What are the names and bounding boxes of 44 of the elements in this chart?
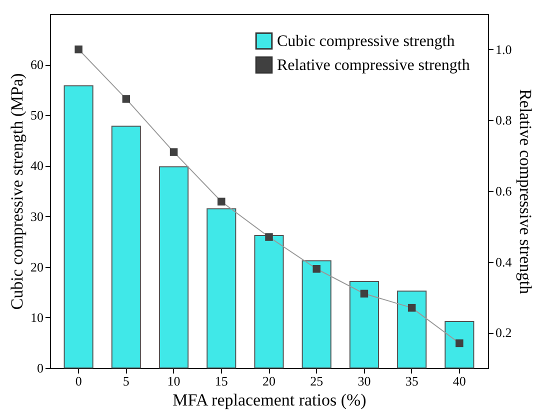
y2-axis-title: Relative compressive strength <box>516 89 535 294</box>
point <box>218 198 226 206</box>
bar <box>397 290 427 368</box>
bar <box>159 166 189 368</box>
x-tick-label: 0 <box>75 374 82 388</box>
x-tick-label: 5 <box>122 374 130 388</box>
x-tick-label: 15 <box>214 374 228 388</box>
x-tick-label: 10 <box>167 374 180 388</box>
y-tick-label: 10 <box>30 310 44 325</box>
bar <box>111 126 141 368</box>
x-axis-title: MFA replacement ratios (%) <box>172 390 366 410</box>
y-tick-label: 50 <box>30 108 44 123</box>
y-tick-label: 20 <box>30 259 44 274</box>
legend-label: Cubic compressive strength <box>277 33 455 50</box>
bar <box>64 85 94 368</box>
x-tick-label: 20 <box>262 374 276 388</box>
bar <box>254 235 284 368</box>
legend-label: Relative compressive strength <box>277 57 470 74</box>
point <box>122 95 130 103</box>
point <box>74 46 82 54</box>
y-tick-label: 60 <box>30 57 44 72</box>
point <box>265 233 273 241</box>
y-tick-label: 40 <box>30 158 44 174</box>
bar <box>206 208 236 368</box>
y2-tick-label: 1.0 <box>496 42 512 57</box>
y-tick-label: 0 <box>37 360 44 376</box>
x-tick-label: 40 <box>452 374 466 388</box>
bar <box>444 320 474 368</box>
y2-tick-label: 0.8 <box>496 112 512 128</box>
y2-tick-label: 0.4 <box>496 254 512 270</box>
point <box>170 148 178 156</box>
x-tick-label: 35 <box>405 374 418 388</box>
y-axis-title: Cubic compressive strength (MPa) <box>8 73 26 310</box>
y-tick-label: 30 <box>30 208 44 224</box>
y2-tick-label: 0.6 <box>496 184 512 198</box>
point <box>408 304 416 312</box>
y2-tick-label: 0.2 <box>496 325 512 340</box>
x-tick-label: 30 <box>358 374 371 388</box>
bar <box>302 260 332 368</box>
x-tick-label: 25 <box>310 374 324 388</box>
point <box>360 290 368 298</box>
bar <box>349 281 379 368</box>
point <box>312 265 320 273</box>
point <box>456 339 464 348</box>
